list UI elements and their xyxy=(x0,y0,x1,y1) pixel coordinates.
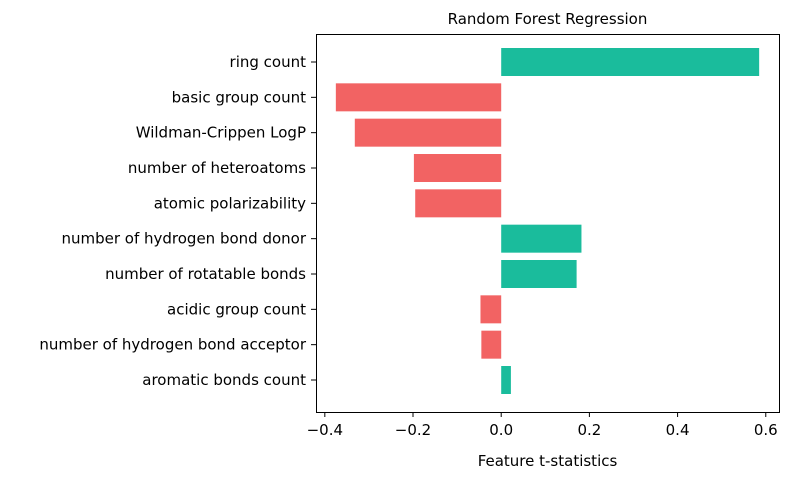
bar-aromatic-bonds-count xyxy=(501,366,511,394)
x-tick-label: −0.2 xyxy=(395,421,431,439)
bar-basic-group-count xyxy=(335,83,502,112)
bar-number-of-rotatable-bonds xyxy=(501,260,577,288)
y-tick-label: basic group count xyxy=(172,88,306,106)
x-axis-label: Feature t-statistics xyxy=(478,452,618,470)
x-tick-label: 0.2 xyxy=(577,421,601,439)
x-axis-ticks: −0.4 −0.2 0.0 0.2 0.4 0.6 xyxy=(307,412,778,439)
y-tick-label: aromatic bonds count xyxy=(142,371,306,389)
y-tick-label: number of hydrogen bond donor xyxy=(61,230,306,248)
y-tick-label: number of heteroatoms xyxy=(128,159,306,177)
bars-group xyxy=(335,48,760,394)
y-tick-label: number of rotatable bonds xyxy=(105,265,306,283)
bar-ring-count xyxy=(501,48,760,76)
y-axis-ticks: ring count basic group count Wildman-Cripp… xyxy=(39,53,316,389)
y-tick-label: atomic polarizability xyxy=(154,194,306,212)
y-tick-label: ring count xyxy=(230,53,307,71)
bar-number-of-heteroatoms xyxy=(413,154,502,182)
y-tick-label: number of hydrogen bond acceptor xyxy=(39,336,306,354)
x-tick-label: 0.6 xyxy=(754,421,778,439)
y-tick-label: acidic group count xyxy=(167,300,306,318)
plot-frame xyxy=(316,34,780,413)
bar-acidic-group-count xyxy=(480,295,502,324)
bar-number-of-hydrogen-bond-acceptor xyxy=(481,330,502,359)
bar-number-of-hydrogen-bond-donor xyxy=(501,224,582,253)
x-tick-label: 0.0 xyxy=(489,421,513,439)
bar-wildman-crippen-logp xyxy=(354,118,502,147)
chart-title: Random Forest Regression xyxy=(448,10,648,28)
x-tick-label: 0.4 xyxy=(666,421,690,439)
bar-atomic-polarizability xyxy=(415,189,502,218)
y-tick-label: Wildman-Crippen LogP xyxy=(136,124,306,142)
x-tick-label: −0.4 xyxy=(307,421,343,439)
